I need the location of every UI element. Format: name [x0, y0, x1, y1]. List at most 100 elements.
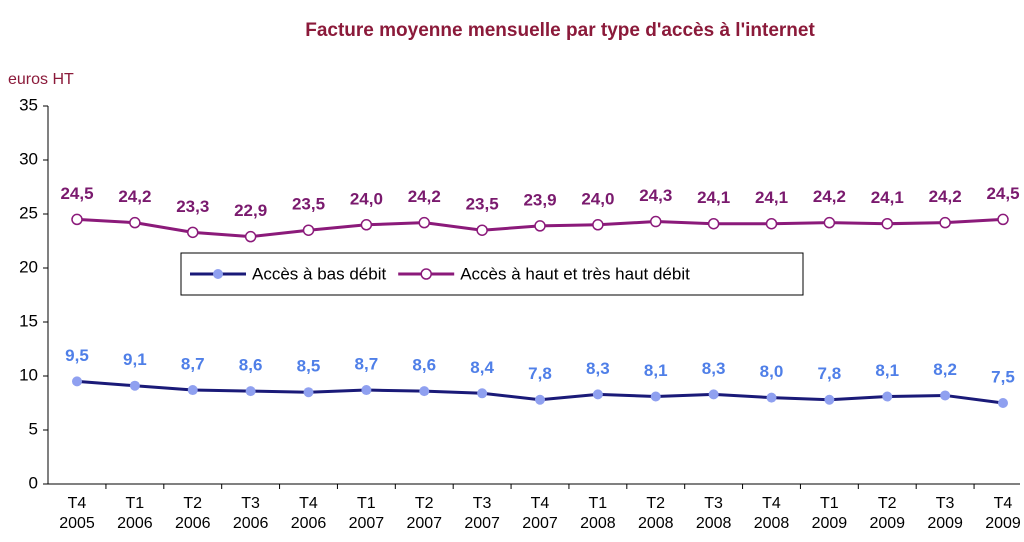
data-label: 24,0	[581, 189, 614, 208]
point	[765, 217, 778, 230]
point	[535, 394, 545, 405]
data-label: 23,9	[523, 190, 556, 209]
point	[882, 391, 893, 402]
point	[707, 217, 720, 230]
x-tick-label: 2007	[406, 515, 442, 532]
y-tick-label: 20	[19, 257, 38, 276]
legend-label: Accès à bas débit	[252, 264, 386, 283]
point	[592, 389, 603, 400]
point	[881, 217, 893, 230]
x-tick-label: 2009	[927, 515, 963, 532]
legend-marker	[213, 269, 223, 279]
point	[650, 391, 661, 402]
x-tick-label: T1	[126, 495, 145, 512]
point	[824, 394, 835, 405]
legend-label: Accès à haut et très haut débit	[460, 264, 690, 283]
legend-marker	[420, 268, 432, 280]
x-tick-label: 2009	[812, 515, 848, 532]
x-tick-label: 2006	[175, 515, 211, 532]
point	[129, 380, 140, 391]
data-label: 24,1	[755, 188, 788, 207]
data-label: 23,5	[292, 195, 325, 214]
data-label: 8,1	[644, 361, 668, 380]
x-tick-label: 2007	[464, 515, 500, 532]
x-tick-label: 2006	[117, 515, 153, 532]
data-label: 24,5	[60, 184, 93, 203]
point	[650, 215, 662, 228]
point	[477, 388, 488, 399]
data-label: 8,6	[412, 356, 436, 375]
data-label: 24,2	[813, 187, 846, 206]
point	[823, 216, 836, 229]
y-tick-label: 35	[19, 95, 38, 114]
x-tick-label: T4	[68, 495, 87, 512]
point	[71, 213, 83, 226]
data-label: 24,0	[350, 189, 383, 208]
point	[940, 390, 951, 401]
data-label: 24,2	[408, 187, 441, 206]
x-tick-label: 2009	[985, 515, 1021, 532]
data-label: 22,9	[234, 201, 267, 220]
x-tick-label: 2008	[638, 515, 674, 532]
data-label: 8,1	[875, 361, 899, 380]
x-tick-label: T1	[357, 495, 376, 512]
point	[187, 385, 198, 396]
point	[708, 389, 719, 400]
x-tick-label: 2007	[349, 515, 385, 532]
x-tick-label: T2	[646, 495, 665, 512]
point	[476, 224, 488, 236]
point	[302, 224, 315, 236]
point	[245, 386, 256, 397]
data-label: 9,5	[65, 346, 89, 365]
x-tick-label: T2	[183, 495, 202, 512]
point	[244, 230, 257, 243]
legend-box	[180, 252, 804, 296]
point	[72, 376, 82, 387]
x-tick-label: 2006	[291, 515, 327, 532]
x-tick-label: 2008	[580, 515, 616, 532]
x-tick-label: T3	[241, 495, 260, 512]
point	[419, 386, 430, 397]
legend: Accès à bas débit Accès à haut et très ha…	[180, 252, 804, 296]
data-label: 8,7	[355, 355, 379, 374]
data-label: 8,7	[181, 355, 205, 374]
chart-title: Facture moyenne mensuelle par type d'acc…	[305, 20, 815, 41]
x-tick-label: T2	[878, 495, 897, 512]
data-label: 23,3	[176, 197, 209, 216]
x-tick-label: T3	[704, 495, 723, 512]
data-label: 8,5	[297, 357, 321, 376]
data-label: 8,3	[702, 359, 726, 378]
point	[766, 392, 777, 403]
data-label: 8,0	[760, 362, 784, 381]
point	[592, 219, 604, 231]
x-tick-label: T4	[531, 495, 550, 512]
data-label: 7,8	[818, 364, 842, 383]
x-tick-label: 2006	[233, 515, 269, 532]
x-tick-label: T1	[820, 495, 839, 512]
point	[303, 387, 314, 398]
x-tick-label: T3	[936, 495, 955, 512]
point	[361, 385, 372, 396]
x-tick-label: T4	[762, 495, 781, 512]
data-label: 24,1	[697, 188, 730, 207]
y-tick-label: 30	[19, 149, 38, 168]
y-axis-label: euros HT	[8, 71, 74, 88]
x-tick-label: 2007	[522, 515, 558, 532]
data-label: 7,5	[991, 367, 1015, 386]
x-tick-label: T3	[473, 495, 492, 512]
data-label: 24,2	[118, 187, 151, 206]
y-tick-label: 10	[19, 365, 38, 384]
x-tick-label: 2009	[869, 515, 905, 532]
y-tick-label: 25	[19, 203, 38, 222]
point	[939, 216, 951, 229]
data-label: 8,4	[470, 358, 494, 377]
point	[998, 398, 1008, 408]
y-tick-label: 5	[29, 419, 38, 438]
x-tick-label: 2008	[696, 515, 732, 532]
point	[187, 226, 199, 239]
data-label: 8,6	[239, 356, 263, 375]
point	[997, 213, 1009, 226]
data-label: 8,2	[933, 360, 957, 379]
x-tick-label: T1	[589, 495, 608, 512]
